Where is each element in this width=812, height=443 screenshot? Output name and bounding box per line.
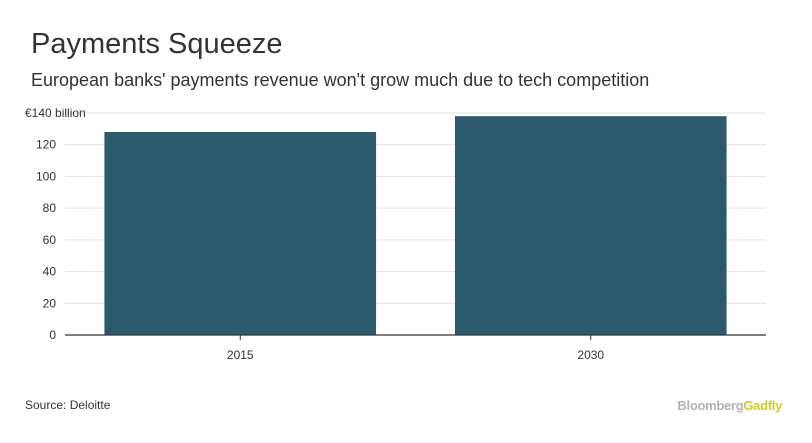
- y-tick-label: 20: [43, 296, 57, 310]
- brand-logo: BloombergGadfly: [677, 398, 782, 413]
- x-tick-label: 2015: [227, 348, 254, 362]
- y-tick-label: 60: [43, 233, 57, 247]
- y-tick-label: 120: [36, 138, 56, 152]
- y-tick-label: 40: [43, 265, 57, 279]
- brand-logo-bloomberg: Bloomberg: [677, 398, 744, 413]
- y-tick-label: 80: [43, 201, 57, 215]
- y-tick-label: 100: [36, 169, 56, 183]
- bar-2030: [454, 116, 727, 336]
- x-tick-label: 2030: [577, 348, 604, 362]
- source-note: Source: Deloitte: [25, 398, 111, 412]
- x-axis-ticks: 2015 2030: [227, 335, 604, 362]
- chart-title: Payments Squeeze: [31, 28, 283, 60]
- y-tick-label: 0: [49, 328, 56, 342]
- bar-2015: [104, 132, 377, 335]
- y-axis-ticks: 0 20 40 60 80 100 120 €140 billion: [25, 106, 86, 342]
- bars: [104, 116, 727, 336]
- y-tick-label: €140 billion: [25, 106, 86, 120]
- brand-logo-gadfly: Gadfly: [743, 398, 782, 413]
- chart-subtitle: European banks' payments revenue won't g…: [31, 70, 650, 90]
